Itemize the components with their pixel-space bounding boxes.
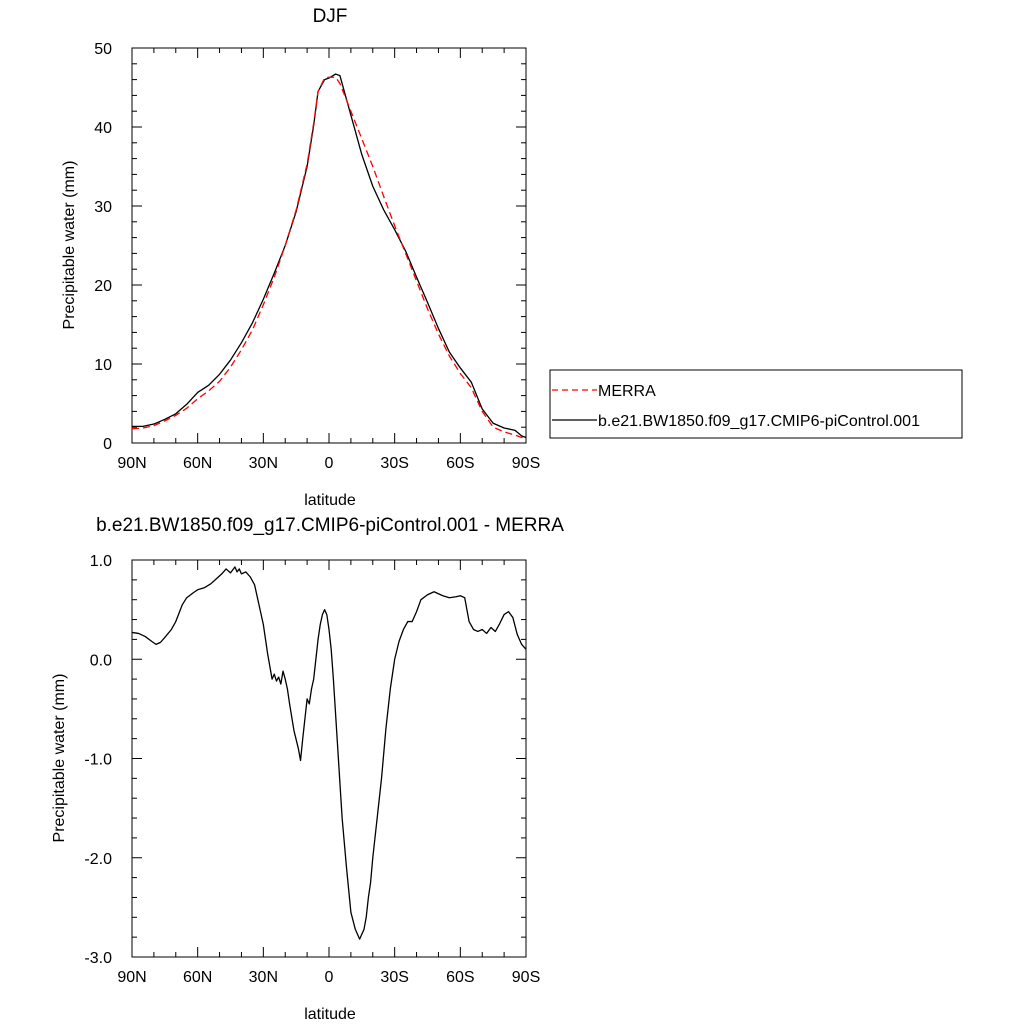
bottom-y-tick-label: 1.0 [90, 553, 112, 570]
top-x-tick-label: 0 [325, 455, 334, 472]
top-data-lines [131, 73, 527, 439]
bottom-plot-frame [131, 559, 527, 958]
top-plot-frame [131, 47, 527, 444]
bottom-y-tick-label: 0.0 [90, 652, 112, 669]
top-ticks: 90N 60N 30N 0 30S 60S 90S 0 10 20 30 40 50 [94, 41, 540, 472]
top-x-tick-label: 90N [117, 455, 146, 472]
bottom-series-line-difference [131, 566, 527, 940]
bottom-panel: b.e21.BW1850.f09_g17.CMIP6-piControl.001… [51, 515, 564, 1023]
top-series-line-b [132, 73, 527, 439]
top-x-tick-label: 30N [249, 455, 278, 472]
top-y-axis-label: Precipitable water (mm) [61, 161, 78, 330]
top-y-tick-label: 10 [94, 357, 112, 374]
legend-label-model: b.e21.BW1850.f09_g17.CMIP6-piControl.001 [598, 413, 920, 430]
top-y-tick-label: 20 [94, 278, 112, 295]
bottom-y-axis-label: Precipitable water (mm) [51, 674, 68, 843]
top-series-line-merra [131, 76, 526, 439]
top-x-axis-label: latitude [304, 492, 356, 509]
top-y-tick-label: 0 [103, 436, 112, 453]
top-x-tick-label: 60S [446, 455, 474, 472]
legend-box [549, 369, 963, 439]
bottom-x-tick-label: 0 [325, 969, 334, 986]
bottom-x-tick-label: 60N [183, 969, 212, 986]
top-y-tick-label: 40 [94, 120, 112, 137]
bottom-data-lines [131, 566, 527, 940]
bottom-y-tick-label: -2.0 [84, 851, 112, 868]
bottom-x-axis-label: latitude [304, 1006, 356, 1023]
bottom-x-tick-label: 90N [117, 969, 146, 986]
bottom-chart-title: b.e21.BW1850.f09_g17.CMIP6-piControl.001… [96, 515, 564, 536]
bottom-x-tick-label: 30N [249, 969, 278, 986]
bottom-x-tick-label: 60S [446, 969, 474, 986]
bottom-ticks: 90N 60N 30N 0 30S 60S 90S 1.0 0.0 -1.0 -2.0 -3.0 [84, 553, 540, 986]
top-x-tick-label: 90S [512, 455, 540, 472]
bottom-y-tick-label: -3.0 [84, 950, 112, 967]
bottom-x-tick-label: 30S [380, 969, 408, 986]
bottom-x-tick-label: 90S [512, 969, 540, 986]
top-chart-title: DJF [313, 6, 348, 27]
legend-label-merra: MERRA [598, 383, 656, 400]
top-x-tick-label: 60N [183, 455, 212, 472]
legend: MERRA b.e21.BW1850.f09_g17.CMIP6-piContr… [549, 369, 963, 439]
bottom-y-tick-label: -1.0 [84, 752, 112, 769]
top-y-tick-label: 30 [94, 199, 112, 216]
top-y-tick-label: 50 [94, 41, 112, 58]
top-x-tick-label: 30S [380, 455, 408, 472]
top-panel: DJF 90N 60N 30N 0 30S 60S 90S 0 10 20 30 40 50 latit… [61, 6, 540, 509]
